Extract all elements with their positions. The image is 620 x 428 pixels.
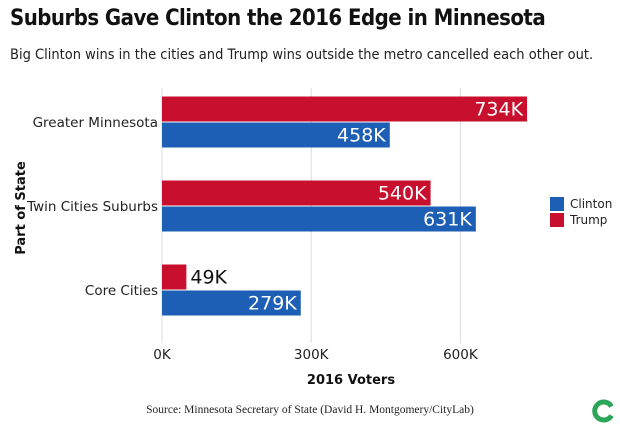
bar-trump [162,96,528,122]
data-label: 458K [337,125,386,147]
legend-label-trump: Trump [569,213,607,227]
bar-clinton [162,206,476,232]
data-label: 540K [378,183,427,205]
bar-trump [162,180,431,206]
x-tick-label: 300K [294,347,330,363]
chart-subtitle: Big Clinton wins in the cities and Trump… [10,47,594,63]
x-axis-label: 2016 Voters [307,373,395,388]
legend-swatch-clinton [550,197,564,211]
chart-title: Suburbs Gave Clinton the 2016 Edge in Mi… [10,6,546,31]
y-axis-label: Part of State [14,161,29,255]
data-label: 49K [190,267,227,289]
y-tick-label: Greater Minnesota [33,115,158,131]
data-label: 631K [423,209,472,231]
data-label: 734K [474,99,523,121]
data-label: 279K [248,293,297,315]
y-tick-label: Core Cities [85,283,158,299]
y-tick-label: Twin Cities Suburbs [26,199,158,215]
source-note: Source: Minnesota Secretary of State (Da… [146,404,474,416]
bar-trump [162,264,187,290]
bar-clinton [162,290,301,316]
x-tick-label: 600K [443,347,479,363]
bar-clinton [162,122,390,148]
citylab-logo-icon [592,399,614,423]
x-tick-label: 0K [153,347,172,363]
legend-label-clinton: Clinton [570,197,612,211]
legend-swatch-trump [550,213,564,227]
